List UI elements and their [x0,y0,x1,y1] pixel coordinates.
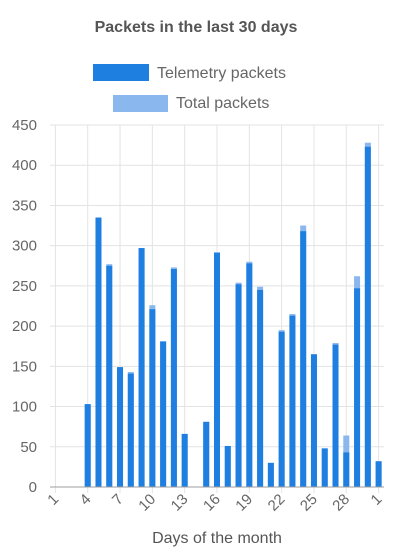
legend-swatch-telemetry [93,64,149,81]
y-tick-label: 150 [12,358,37,375]
x-axis-label: Days of the month [152,530,282,547]
x-tick-label: 4 [77,491,95,509]
legend-label-telemetry: Telemetry packets [157,65,286,82]
bar-telemetry-packets[interactable] [138,248,145,487]
bar-telemetry-packets[interactable] [354,288,361,487]
y-tick-label: 350 [12,197,37,214]
bars [84,142,382,488]
x-tick-label: 1 [368,491,386,509]
y-tick-label: 100 [12,399,37,416]
y-tick-label: 300 [12,238,37,255]
legend-item-telemetry[interactable]: Telemetry packets [93,64,286,82]
bar-telemetry-packets[interactable] [224,445,231,487]
legend-swatch-total [113,95,168,112]
bar-telemetry-packets[interactable] [214,252,220,487]
x-tick-label: 16 [200,491,224,515]
y-tick-label: 400 [12,157,37,174]
y-tick-label: 200 [12,318,37,335]
x-tick-label: 25 [297,491,321,515]
legend-item-total[interactable]: Total packets [113,95,269,112]
y-tick-label: 450 [12,117,37,134]
bar-telemetry-packets[interactable] [203,421,210,487]
bar-telemetry-packets[interactable] [278,331,285,487]
bar-telemetry-packets[interactable] [310,354,317,487]
bar-telemetry-packets[interactable] [181,433,188,487]
bar-telemetry-packets[interactable] [257,289,264,487]
x-tick-label: 22 [265,491,289,515]
x-tick-label: 19 [232,491,256,515]
y-tick-label: 0 [29,479,37,496]
bar-telemetry-packets[interactable] [321,448,328,487]
bar-telemetry-packets[interactable] [95,217,102,487]
bar-telemetry-packets[interactable] [246,263,253,487]
y-tick-label: 250 [12,278,37,295]
bar-telemetry-packets[interactable] [127,373,134,487]
x-tick-label: 13 [168,491,192,515]
legend-label-total: Total packets [176,95,269,112]
bar-telemetry-packets[interactable] [289,315,296,487]
x-tick-label: 28 [329,491,353,515]
bar-telemetry-packets[interactable] [332,344,339,487]
bar-telemetry-packets[interactable] [300,231,307,487]
x-axis-ticks: 1 4 7 10 13 16 19 22 25 28 1 [44,491,385,515]
legend: Telemetry packets Total packets [93,64,286,112]
bar-telemetry-packets[interactable] [117,367,124,487]
bar-telemetry-packets[interactable] [343,452,350,487]
bar-telemetry-packets[interactable] [375,461,382,487]
bar-telemetry-packets[interactable] [170,268,177,487]
x-tick-label: 1 [44,491,62,509]
y-axis-ticks: 0 50 100 150 200 250 300 350 400 450 [12,117,37,496]
bar-telemetry-packets[interactable] [267,462,274,487]
chart-title: Packets in the last 30 days [95,19,298,36]
y-tick-label: 50 [20,439,37,456]
bar-telemetry-packets[interactable] [106,265,113,487]
bar-telemetry-packets[interactable] [235,284,242,487]
x-tick-label: 7 [109,491,127,509]
bar-telemetry-packets[interactable] [364,146,371,487]
bar-telemetry-packets[interactable] [149,309,156,487]
bar-telemetry-packets[interactable] [84,404,91,487]
bar-telemetry-packets[interactable] [160,341,167,487]
x-tick-label: 10 [135,491,159,515]
